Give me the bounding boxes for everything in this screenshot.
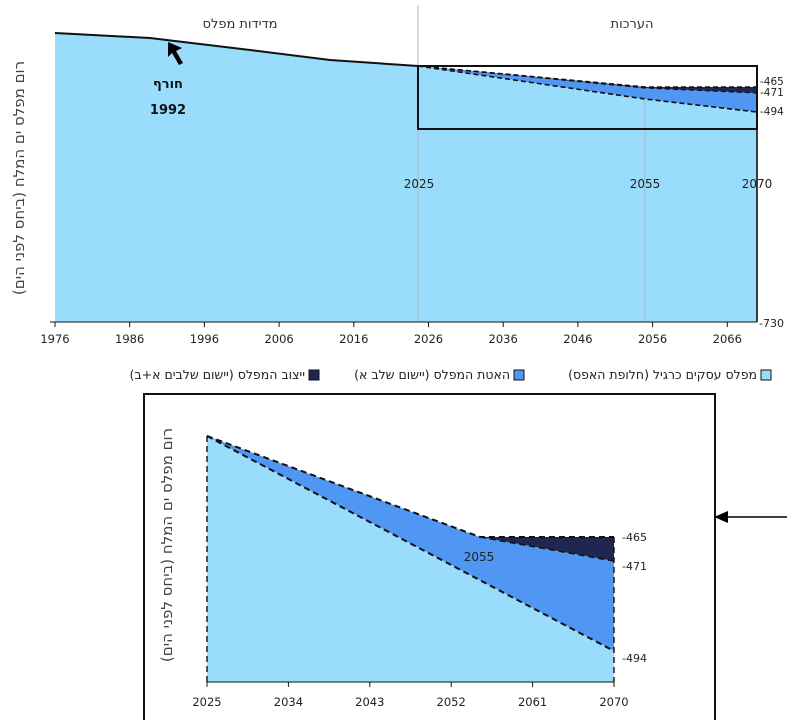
bottom-x-tick-label-4: 2061 [518, 695, 547, 709]
bottom-base-area [207, 436, 614, 682]
top-zoom-box [417, 65, 758, 130]
bottom-x-tick-group: 2025 2034 2043 2052 2061 2070 [192, 682, 629, 709]
top-x-tick-label-7: 2046 [563, 332, 592, 346]
top-x-tick-label-0: 1976 [40, 332, 69, 346]
bottom-x-tick-label-5: 2070 [599, 695, 628, 709]
top-inner-year-2055: 2055 [630, 177, 661, 191]
bottom-x-tick-label-1: 2034 [274, 695, 303, 709]
bottom-bau-line [206, 435, 615, 652]
bottom-x-tick-label-2: 2043 [355, 695, 384, 709]
top-region-projections: הערכות [611, 17, 654, 32]
top-measured-line [54, 32, 419, 67]
top-x-tick-group: 1976 1986 1996 2006 2016 2026 2036 2046 2056 2066 [40, 322, 742, 346]
top-ylabel: רום מפלס ים המלח (ביחס לפני הים) [10, 61, 28, 295]
top-right-label-465: -465 [760, 76, 784, 88]
bottom-chart: 2055 -465 -471 -494 רום מפלס ים המלח (בי… [143, 393, 787, 724]
legend-label-0: מפלס עסקים כרגיל (חלופת האפס) [568, 367, 757, 382]
top-right-label-471: -471 [760, 87, 784, 99]
top-annotation-line2: 1992 [150, 103, 186, 118]
top-x-tick-label-2: 1996 [190, 332, 219, 346]
bottom-x-tick-label-3: 2052 [437, 695, 466, 709]
top-x-tick-label-6: 2036 [489, 332, 518, 346]
top-inner-year-2070: 2070 [742, 177, 773, 191]
bottom-ylabel: רום מפלס ים המלח (ביחס לפני הים) [158, 428, 176, 662]
top-annotation-line1: חורף [153, 77, 183, 92]
legend-swatch-0 [760, 369, 772, 381]
pointer-arrow-icon [168, 42, 183, 65]
legend-label-2: ייצוב המפלס (יישום שלבים א+ב) [130, 367, 305, 382]
legend-swatch-2 [308, 369, 320, 381]
legend-label-1: האטת המפלס (יישום שלב א) [354, 367, 510, 382]
top-right-label-494: -494 [760, 106, 784, 118]
top-x-tick-label-1: 1986 [115, 332, 144, 346]
top-inner-year-2025: 2025 [404, 177, 435, 191]
top-x-tick-label-4: 2016 [339, 332, 368, 346]
legend-swatch-1 [513, 369, 525, 381]
top-x-tick-label-9: 2066 [713, 332, 742, 346]
legend: מפלס עסקים כרגיל (חלופת האפס) האטת המפלס … [130, 367, 772, 382]
bottom-x-tick-label-0: 2025 [192, 695, 221, 709]
zoom-pointer-arrow-icon [714, 511, 728, 523]
top-x-tick-label-5: 2026 [414, 332, 443, 346]
top-x-tick-label-3: 2006 [264, 332, 293, 346]
top-bau-line [417, 65, 758, 113]
bottom-right-label-465: -465 [622, 531, 647, 544]
top-stage-ab-area [418, 66, 757, 93]
bottom-stage-a-line [479, 536, 615, 562]
bottom-frame [143, 393, 716, 724]
top-region-measured: מדידות מפלס [203, 17, 278, 32]
bottom-right-label-494: -494 [622, 652, 647, 665]
top-base-area [55, 33, 757, 322]
top-x-tick-label-8: 2056 [638, 332, 667, 346]
top-chart: מדידות מפלס הערכות חורף 1992 2025 2055 2… [10, 5, 784, 346]
bottom-right-label-471: -471 [622, 560, 647, 573]
top-stage-a-area [418, 66, 757, 112]
top-stage-a-line [417, 65, 758, 94]
top-right-label-730: -730 [759, 317, 784, 330]
bottom-inner-label-2055: 2055 [464, 550, 495, 564]
